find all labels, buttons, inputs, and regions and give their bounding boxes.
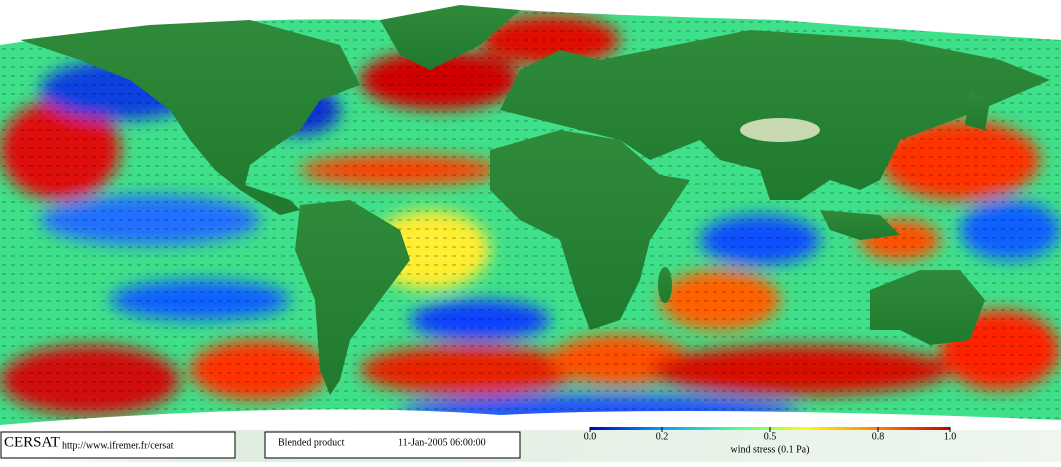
colorbar-tick-label: 0.2 [656,431,669,442]
logo: CERSAT [4,434,60,450]
plateau [740,118,820,142]
datetime: 11-Jan-2005 06:00:00 [398,437,486,448]
product: Blended product [278,437,345,448]
source-box [0,431,236,459]
colorbar-tick-label: 0.8 [872,431,885,442]
colorbar-tick-label: 0.5 [764,431,777,442]
arctic [0,0,1061,45]
continents [20,5,1050,395]
colorbar-label: wind stress (0.1 Pa) [731,444,810,455]
antarctic [0,409,1061,430]
colorbar-tick-label: 1.0 [944,431,957,442]
colorbar-tick-label: 0.0 [584,431,597,442]
url: http://www.ifremer.fr/cersat [62,440,174,451]
colorbar: 0.0 0.2 0.5 0.8 1.0 wind stress (0.1 Pa) [584,427,957,455]
product-box [264,431,521,459]
